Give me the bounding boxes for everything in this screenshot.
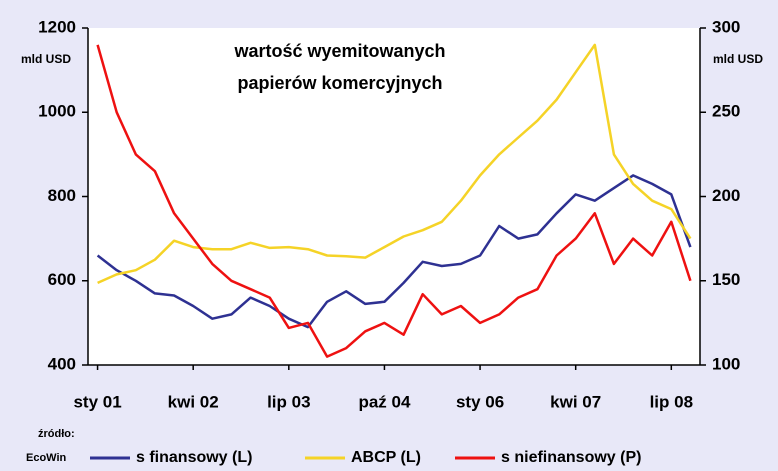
y-tick-label: 400 <box>48 354 76 373</box>
series-line <box>96 174 692 329</box>
y-tick-label: 800 <box>48 186 76 205</box>
x-tick-label: sty 01 <box>73 392 121 411</box>
x-tick-label: kwi 07 <box>550 392 601 411</box>
chart-title: wartość wyemitowanych <box>233 41 445 61</box>
x-tick-label: paź 04 <box>358 392 411 411</box>
y2-tick-label: 250 <box>712 102 740 121</box>
y2-axis-label: mld USD <box>713 52 763 66</box>
y2-tick-label: 300 <box>712 17 740 36</box>
y2-tick-label: 100 <box>712 354 740 373</box>
legend-label: s finansowy (L) <box>136 449 252 466</box>
x-tick-label: sty 06 <box>456 392 504 411</box>
legend-label: s niefinansowy (P) <box>501 449 641 466</box>
y-tick-label: 1000 <box>38 102 76 121</box>
series-line <box>96 44 692 358</box>
x-tick-label: lip 08 <box>650 392 693 411</box>
y2-tick-label: 200 <box>712 186 740 205</box>
plot-area <box>88 28 700 365</box>
legend-label: ABCP (L) <box>351 449 421 466</box>
x-tick-label: lip 03 <box>267 392 310 411</box>
source-label: źródło: <box>38 428 75 440</box>
y-tick-label: 1200 <box>38 17 76 36</box>
y2-tick-label: 150 <box>712 270 740 289</box>
series-line <box>97 43 692 285</box>
y-axis-label: mld USD <box>21 52 71 66</box>
chart-title: papierów komercyjnych <box>237 73 442 93</box>
y-tick-label: 600 <box>48 270 76 289</box>
x-tick-label: kwi 02 <box>168 392 219 411</box>
source: EcoWin <box>26 452 67 464</box>
